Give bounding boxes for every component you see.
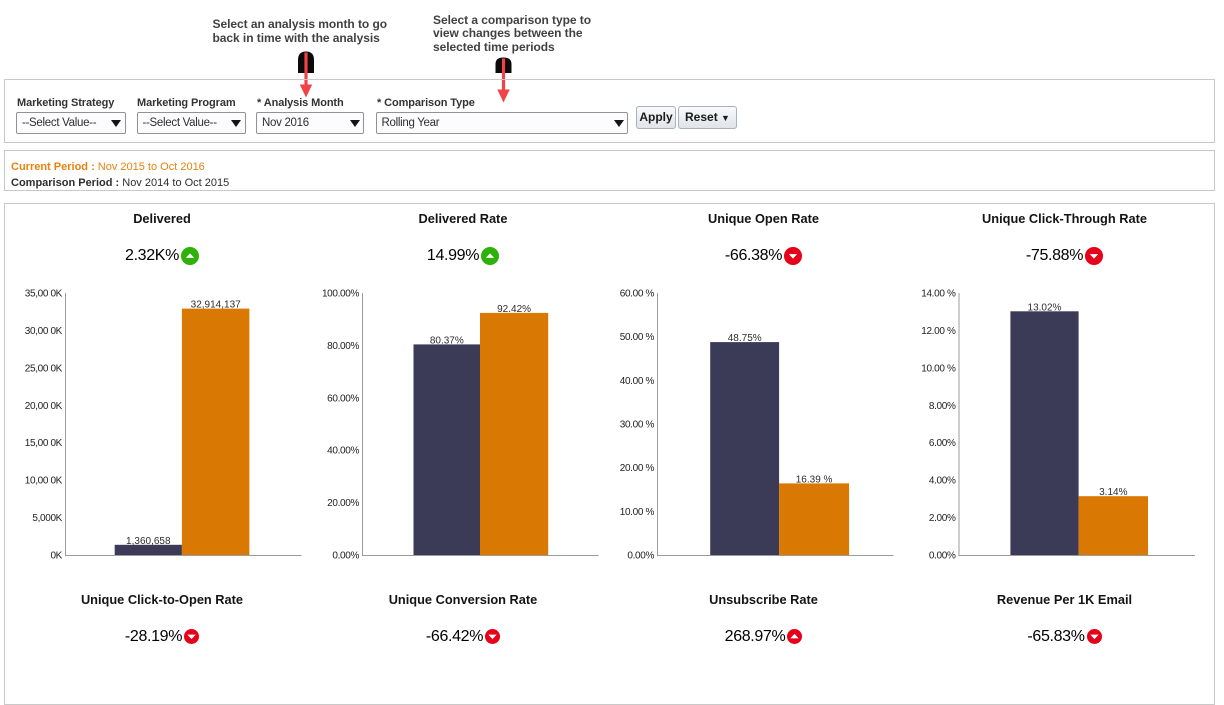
- svg-text:80.37%: 80.37%: [430, 335, 464, 346]
- svg-text:3.14%: 3.14%: [1099, 487, 1127, 498]
- svg-text:20.00%: 20.00%: [327, 498, 359, 509]
- svg-text:92.42%: 92.42%: [497, 304, 531, 315]
- svg-text:13.02%: 13.02%: [1028, 302, 1062, 313]
- svg-text:12.00 %: 12.00 %: [921, 326, 956, 337]
- svg-text:4.00%: 4.00%: [929, 476, 956, 487]
- svg-text:40.00%: 40.00%: [327, 446, 359, 457]
- svg-text:30.00 %: 30.00 %: [620, 420, 655, 431]
- svg-text:1,360,658: 1,360,658: [126, 536, 171, 547]
- svg-text:10.00 %: 10.00 %: [620, 507, 655, 518]
- svg-text:100.00%: 100.00%: [322, 289, 359, 300]
- svg-text:20,00 0K: 20,00 0K: [25, 401, 63, 412]
- svg-text:20.00 %: 20.00 %: [620, 463, 655, 474]
- svg-text:0.00%: 0.00%: [929, 551, 956, 562]
- svg-text:5,000K: 5,000K: [32, 513, 62, 524]
- svg-text:2.00%: 2.00%: [929, 513, 956, 524]
- svg-text:8.00%: 8.00%: [929, 401, 956, 412]
- svg-text:0.00%: 0.00%: [332, 551, 359, 562]
- svg-text:0K: 0K: [50, 551, 62, 562]
- svg-text:50.00 %: 50.00 %: [620, 332, 655, 343]
- svg-text:32,914,137: 32,914,137: [191, 300, 241, 311]
- svg-text:14.00 %: 14.00 %: [921, 289, 956, 300]
- svg-text:16.39 %: 16.39 %: [796, 474, 833, 485]
- svg-text:25,00 0K: 25,00 0K: [25, 363, 63, 374]
- svg-text:60.00 %: 60.00 %: [620, 289, 655, 300]
- svg-text:6.00%: 6.00%: [929, 438, 956, 449]
- svg-text:10,00 0K: 10,00 0K: [25, 476, 63, 487]
- svg-text:60.00%: 60.00%: [327, 393, 359, 404]
- svg-text:40.00 %: 40.00 %: [620, 376, 655, 387]
- svg-text:80.00%: 80.00%: [327, 341, 359, 352]
- svg-text:30,00 0K: 30,00 0K: [25, 326, 63, 337]
- svg-text:35,00 0K: 35,00 0K: [25, 289, 63, 300]
- svg-text:48.75%: 48.75%: [728, 333, 762, 344]
- svg-text:15,00 0K: 15,00 0K: [25, 438, 63, 449]
- svg-text:0.00%: 0.00%: [627, 551, 654, 562]
- svg-text:10.00 %: 10.00 %: [921, 363, 956, 374]
